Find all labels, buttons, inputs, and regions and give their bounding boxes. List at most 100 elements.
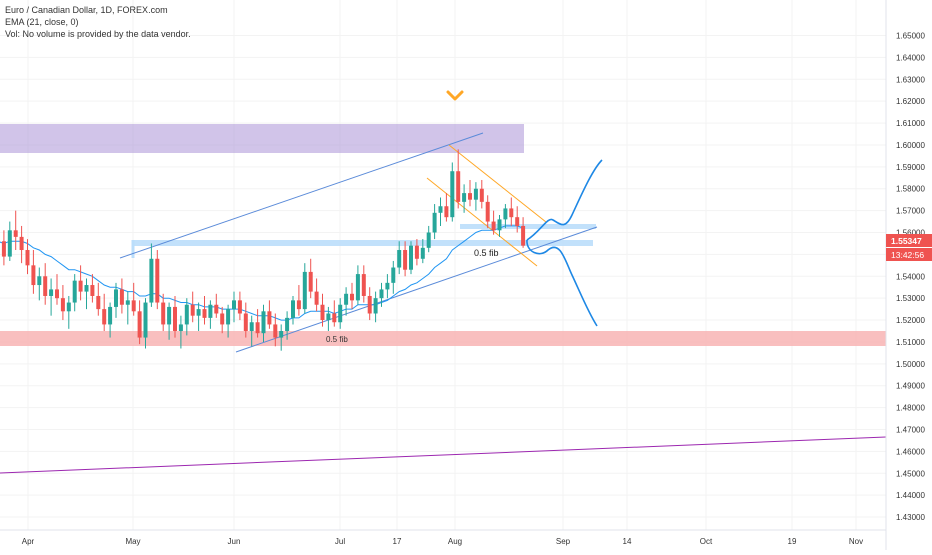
current-price-tag: 1.55347 13:42:56 xyxy=(886,234,932,261)
candle-body xyxy=(521,225,526,246)
long-trendline xyxy=(0,436,887,474)
ema-line xyxy=(0,225,524,321)
candle xyxy=(385,274,390,299)
price-tick-label: 1.44000 xyxy=(896,491,925,500)
candle-body xyxy=(226,309,231,325)
candle xyxy=(326,306,331,332)
projection-up xyxy=(526,159,603,241)
candle xyxy=(255,309,260,338)
candle xyxy=(84,278,89,310)
candle xyxy=(338,298,343,329)
candle-body xyxy=(243,313,248,332)
candle-body xyxy=(403,250,408,270)
time-tick-label: Jun xyxy=(228,537,241,546)
ema-indicator-label[interactable]: EMA (21, close, 0) xyxy=(5,17,79,27)
candle-body xyxy=(66,302,71,312)
volume-indicator-label[interactable]: Vol: No volume is provided by the data v… xyxy=(5,29,191,39)
candle-body xyxy=(220,313,225,325)
time-tick-label: May xyxy=(125,537,140,546)
candle-body xyxy=(190,304,195,316)
candle xyxy=(72,274,77,312)
candle-body xyxy=(497,219,502,231)
candle-body xyxy=(31,265,36,286)
candle-body xyxy=(468,193,472,200)
candle-body xyxy=(379,289,384,299)
candle-body xyxy=(473,188,478,200)
candle-body xyxy=(232,300,236,310)
candle xyxy=(43,263,48,305)
chevron-down-icon xyxy=(446,90,464,101)
chart-legend: Euro / Canadian Dollar, 1D, FOREX.com EM… xyxy=(5,4,191,40)
candle-body xyxy=(515,217,520,226)
candle xyxy=(267,300,272,329)
candle-body xyxy=(237,300,242,314)
candle-body xyxy=(43,276,48,296)
candle xyxy=(243,302,248,338)
candle xyxy=(49,278,54,316)
candle-body xyxy=(273,324,278,338)
candle-body xyxy=(279,331,284,338)
ema-series xyxy=(0,225,524,321)
drawings xyxy=(0,132,887,474)
candle xyxy=(426,225,431,253)
candle xyxy=(137,300,142,345)
candle xyxy=(509,197,514,226)
candle-body xyxy=(314,291,319,305)
candle-body xyxy=(462,193,467,202)
candle-body xyxy=(1,241,6,257)
candle xyxy=(161,293,166,332)
candle-body xyxy=(114,289,118,307)
price-axis[interactable]: 1.65000 1.64000 1.63000 1.62000 1.61000 1.600… xyxy=(896,32,925,523)
price-tick-label: 1.48000 xyxy=(896,404,925,413)
candle xyxy=(237,291,242,321)
candle-body xyxy=(149,258,154,303)
candle-body xyxy=(178,324,183,332)
candle xyxy=(1,230,6,266)
candle-body xyxy=(161,302,166,325)
symbol-title[interactable]: Euro / Canadian Dollar, 1D, FOREX.com xyxy=(5,5,168,15)
candles xyxy=(1,149,526,351)
candle xyxy=(456,149,461,209)
candle xyxy=(155,250,160,310)
time-tick-label: Jul xyxy=(335,537,345,546)
price-tick-label: 1.63000 xyxy=(896,75,925,84)
candle xyxy=(273,313,278,347)
candle xyxy=(444,193,449,222)
candle xyxy=(361,265,366,303)
candle-body xyxy=(426,232,431,248)
candle xyxy=(485,195,490,229)
candle-body xyxy=(302,271,307,310)
candle-body xyxy=(485,201,490,222)
price-tick-label: 1.51000 xyxy=(896,338,925,347)
candle xyxy=(515,206,520,233)
candle-body xyxy=(285,317,290,332)
candle xyxy=(438,197,443,226)
candle xyxy=(473,182,478,211)
candle xyxy=(90,274,95,303)
candle-body xyxy=(344,293,349,305)
price-tick-label: 1.53000 xyxy=(896,294,925,303)
candle-body xyxy=(432,212,437,233)
candle-body xyxy=(409,245,413,270)
candle xyxy=(344,287,349,316)
price-tick-label: 1.50000 xyxy=(896,360,925,369)
candle xyxy=(479,179,484,209)
time-axis[interactable]: Apr May Jun Jul 17 Aug Sep 14 Oct 19 Nov xyxy=(22,537,863,546)
candle-body xyxy=(214,304,219,314)
candle xyxy=(190,291,195,323)
candle xyxy=(184,298,189,336)
candle xyxy=(60,285,65,321)
supply-zone xyxy=(0,124,524,153)
price-tick-label: 1.60000 xyxy=(896,141,925,150)
candle-body xyxy=(208,304,213,318)
candle-body xyxy=(131,300,136,312)
candle xyxy=(279,324,284,351)
candle xyxy=(521,217,526,248)
fib-label-upper: 0.5 fib xyxy=(474,248,499,258)
candle xyxy=(409,241,413,275)
projection-down xyxy=(526,239,598,327)
candle xyxy=(497,214,502,237)
price-tick-label: 1.56000 xyxy=(896,229,925,238)
